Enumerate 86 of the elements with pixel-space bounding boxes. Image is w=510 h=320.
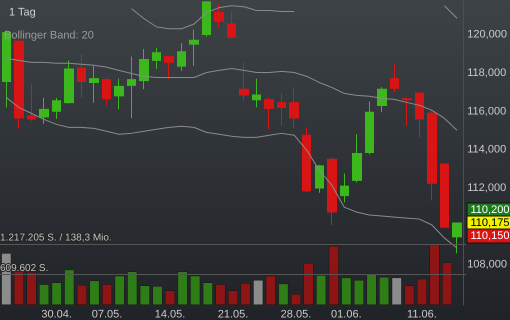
text: 1 Tag (9, 6, 36, 18)
bar (190, 276, 200, 305)
bar (379, 276, 390, 305)
bar (26, 272, 36, 305)
candlestick (252, 78, 261, 108)
bar (215, 284, 226, 305)
candlestick (27, 82, 36, 122)
line-series (6, 58, 458, 131)
x-tick-label: 14.05. (154, 308, 186, 320)
y-tick-label: 108,000 (467, 258, 508, 271)
bar (240, 283, 251, 305)
candlestick (114, 78, 124, 110)
y-tick-label: 112,000 (467, 182, 506, 194)
candlestick (239, 62, 249, 102)
candlestick (352, 134, 362, 183)
candlestick (227, 10, 236, 38)
candlestick (189, 29, 199, 67)
candlestick (365, 101, 374, 155)
candlestick (14, 40, 24, 130)
candlestick (64, 60, 74, 104)
ref-line-label: 1.217.205 S. / 138,3 Mio. (0, 232, 112, 244)
x-tick-label: 30.04. (41, 308, 72, 320)
candlestick (302, 127, 311, 192)
bar (442, 262, 452, 305)
bar (304, 262, 314, 305)
bar (316, 275, 326, 305)
bar (202, 282, 213, 305)
bar (89, 280, 100, 305)
x-tick-label: 11.06. (407, 308, 437, 320)
bar (228, 290, 238, 305)
y-tick-label: 114,000 (467, 144, 506, 156)
y-tick-label: 120,000 (467, 28, 508, 41)
candlestick (427, 110, 437, 201)
x-tick-label: 28.05. (280, 308, 312, 320)
candlestick (377, 86, 387, 113)
text: 110,175 (470, 216, 510, 229)
candlestick (415, 92, 424, 138)
candlestick (89, 66, 99, 104)
candlestick (289, 86, 299, 130)
x-tick-label: 01.06. (331, 308, 362, 320)
bar (328, 246, 339, 305)
candlestick (164, 55, 174, 80)
y-tick-label: 118,000 (467, 66, 506, 79)
bar (416, 278, 427, 305)
bar (341, 278, 352, 305)
x-tick-label: 07.05. (92, 308, 122, 320)
bar (152, 286, 162, 305)
candlestick (152, 47, 161, 70)
candlestick (127, 56, 136, 118)
bar (114, 276, 125, 305)
candlestick (264, 96, 274, 130)
bar (52, 282, 62, 305)
bar (140, 285, 150, 305)
bar (39, 284, 50, 305)
candlestick (52, 97, 61, 120)
bar (178, 271, 188, 305)
bar (290, 294, 301, 305)
bar (64, 270, 74, 305)
candlestick (327, 156, 337, 226)
text: 110,150 (470, 230, 510, 242)
bar (404, 285, 414, 305)
bar (127, 271, 138, 305)
bar (253, 280, 264, 305)
bar (76, 284, 87, 305)
bar (354, 280, 364, 305)
y-tick-label: 116,000 (467, 105, 506, 118)
candlestick (340, 173, 349, 203)
candlestick (452, 222, 462, 254)
bar (165, 290, 176, 305)
bar (392, 278, 402, 305)
candlestick (214, 3, 224, 28)
bar (266, 276, 276, 305)
candlestick (440, 162, 449, 228)
candlestick (102, 78, 111, 106)
candlestick (39, 97, 49, 124)
candlestick (139, 48, 149, 90)
x-tick-label: 21.05. (218, 308, 248, 320)
bar (430, 244, 440, 305)
candlestick (202, 0, 211, 37)
candlestick (177, 42, 186, 72)
candlestick (315, 164, 324, 194)
candlestick (402, 97, 412, 126)
text: 110,200 (470, 204, 510, 216)
bar (366, 274, 377, 305)
bar (102, 284, 112, 305)
bar (278, 284, 288, 305)
